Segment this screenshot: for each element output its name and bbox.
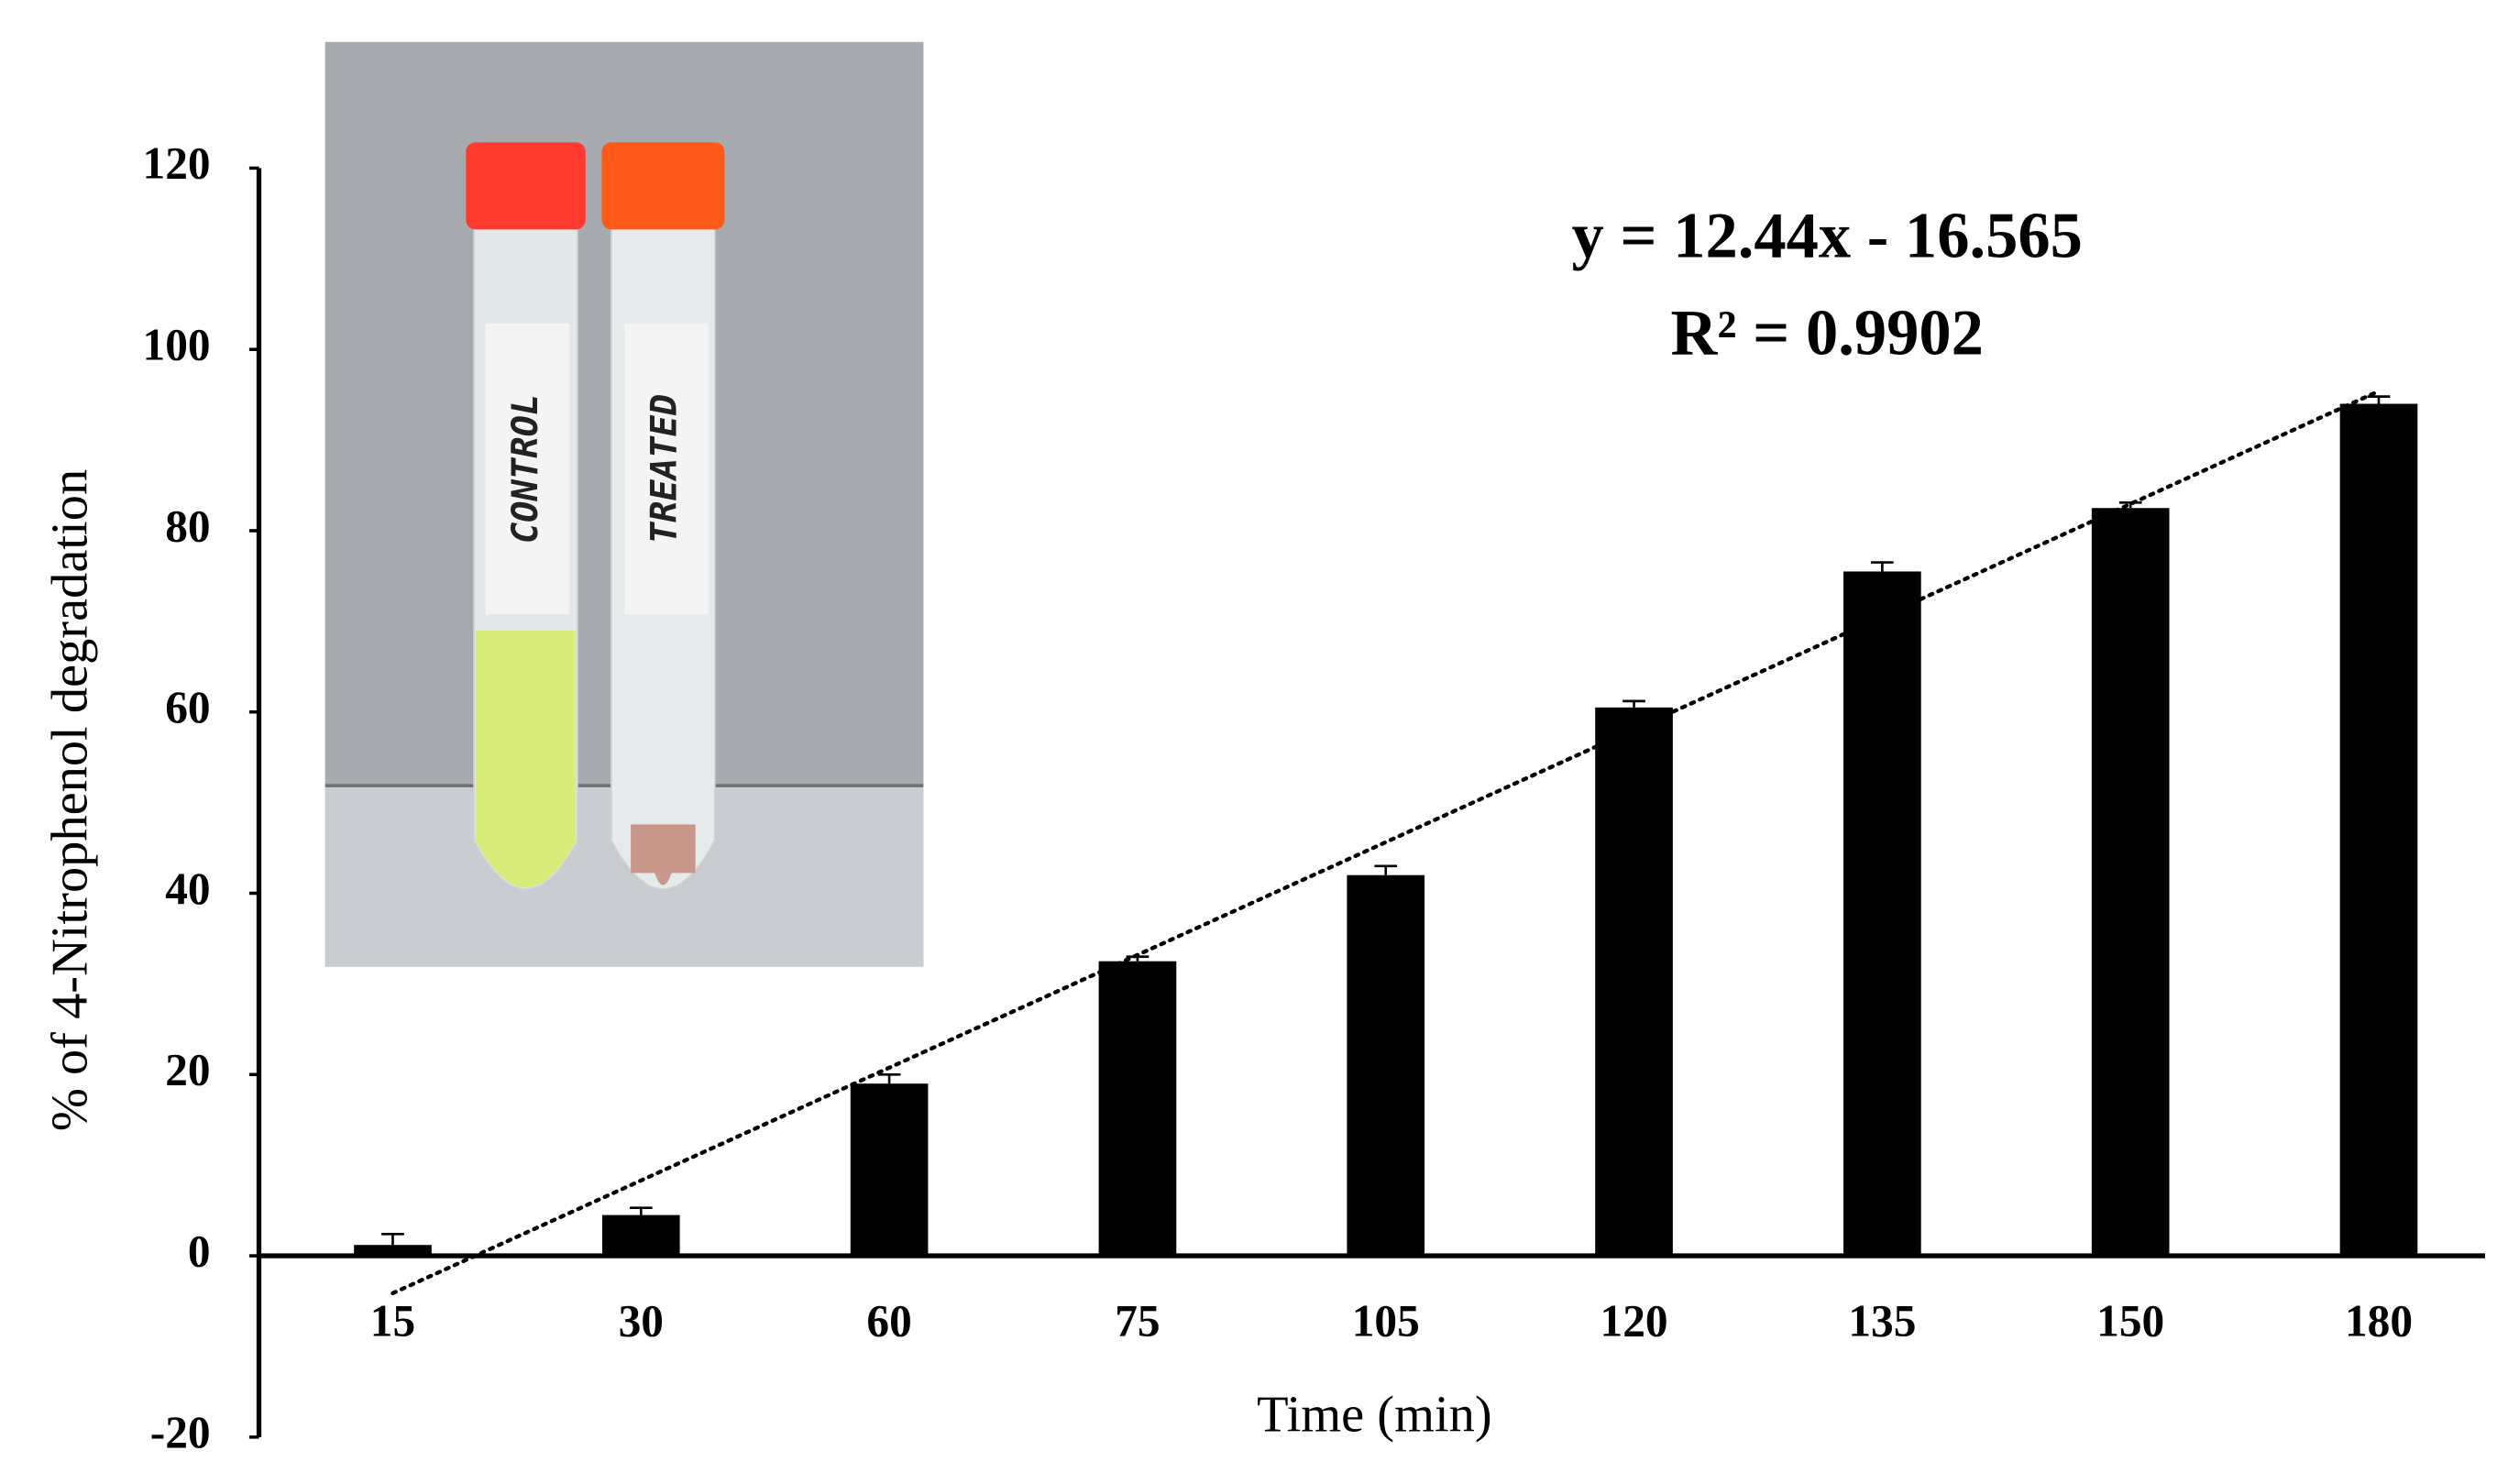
error-bar bbox=[1871, 561, 1894, 572]
y-tick-label: 20 bbox=[165, 1045, 210, 1095]
y-tick-label: 100 bbox=[143, 320, 211, 370]
error-bar bbox=[381, 1233, 404, 1246]
inset-photo: CONTROL TREATED bbox=[324, 41, 924, 967]
x-tick-label: 135 bbox=[1848, 1295, 1916, 1346]
x-tick-label: 105 bbox=[1352, 1295, 1420, 1346]
error-bar bbox=[2118, 500, 2142, 509]
error-bar bbox=[1374, 864, 1398, 875]
y-tick-label: 60 bbox=[165, 682, 210, 732]
inset-label: CONTROL bbox=[505, 394, 546, 544]
x-tick-label: 75 bbox=[1115, 1295, 1160, 1346]
x-tick-label: 180 bbox=[2345, 1295, 2413, 1346]
x-tick-label: 30 bbox=[619, 1295, 664, 1346]
y-tick-label: -20 bbox=[150, 1407, 211, 1457]
trendline bbox=[390, 389, 2382, 1296]
bar bbox=[2339, 403, 2418, 1257]
x-tick-label: 120 bbox=[1600, 1295, 1668, 1346]
error-bar bbox=[1622, 699, 1645, 708]
error-bar bbox=[629, 1206, 653, 1215]
y-tick-label: 120 bbox=[143, 138, 211, 189]
error-bar bbox=[2367, 395, 2391, 404]
bar bbox=[1347, 874, 1425, 1257]
x-tick-label: 15 bbox=[370, 1295, 415, 1346]
trend-equation: y = 12.44x - 16.565 bbox=[1571, 201, 2082, 272]
bar bbox=[1098, 961, 1177, 1257]
inset-label: TREATED bbox=[644, 394, 685, 544]
bar bbox=[2091, 508, 2170, 1257]
error-bar bbox=[877, 1072, 901, 1084]
y-tick-label: 0 bbox=[188, 1226, 211, 1276]
bar bbox=[850, 1083, 929, 1257]
y-tick-label: 40 bbox=[165, 863, 210, 914]
x-tick-label: 150 bbox=[2096, 1295, 2164, 1346]
bar bbox=[1595, 707, 1673, 1257]
x-axis-title: Time (min) bbox=[1257, 1386, 1492, 1443]
y-tick-label: 80 bbox=[165, 500, 210, 551]
x-tick-label: 60 bbox=[866, 1295, 911, 1346]
bar bbox=[354, 1245, 432, 1257]
trend-r-squared: R² = 0.9902 bbox=[1670, 298, 1984, 369]
bar bbox=[601, 1215, 680, 1257]
y-axis-title: % of 4-Nitrophenol degradation bbox=[41, 469, 98, 1131]
bar bbox=[1843, 571, 1921, 1257]
